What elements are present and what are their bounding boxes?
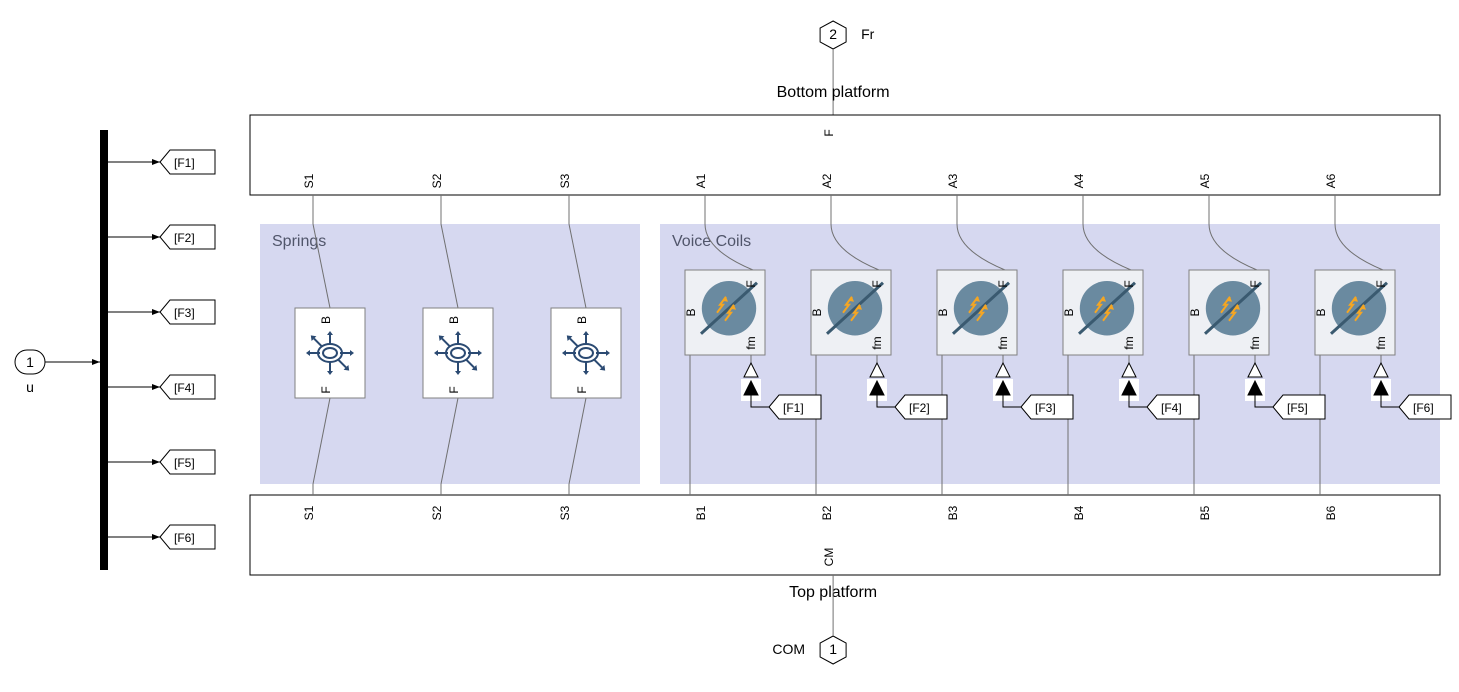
svg-text:S1: S1 [302, 505, 316, 520]
goto-tag-label: [F2] [174, 231, 195, 245]
svg-text:F: F [1374, 280, 1388, 287]
goto-tag-label: [F1] [174, 156, 195, 170]
top-platform-block [250, 495, 1440, 575]
outport-com: 1 COM [772, 636, 846, 664]
spring-block: BF [295, 308, 365, 398]
svg-text:S3: S3 [558, 505, 572, 520]
goto-tag: [F1] [160, 150, 215, 174]
svg-text:A5: A5 [1198, 173, 1212, 188]
spring-block: BF [423, 308, 493, 398]
svg-text:A6: A6 [1324, 173, 1338, 188]
svg-text:B1: B1 [694, 505, 708, 520]
svg-text:A3: A3 [946, 173, 960, 188]
svg-text:S2: S2 [430, 173, 444, 188]
svg-text:B4: B4 [1072, 505, 1086, 520]
svg-text:F: F [822, 129, 836, 136]
svg-text:B: B [936, 308, 950, 316]
svg-text:COM: COM [772, 641, 805, 657]
from-tag-label: [F2] [909, 401, 930, 415]
svg-text:S1: S1 [302, 173, 316, 188]
goto-tag-label: [F6] [174, 531, 195, 545]
goto-tag: [F2] [160, 225, 215, 249]
spring-block: BF [551, 308, 621, 398]
svg-text:A2: A2 [820, 173, 834, 188]
svg-text:B6: B6 [1324, 505, 1338, 520]
svg-text:fm: fm [1374, 336, 1388, 349]
svg-text:B: B [684, 308, 698, 316]
from-tag-label: [F1] [783, 401, 804, 415]
svg-text:fm: fm [1122, 336, 1136, 349]
goto-tag: [F6] [160, 525, 215, 549]
inport-u: 1u [15, 350, 45, 395]
from-tag-label: [F5] [1287, 401, 1308, 415]
svg-text:F: F [575, 386, 589, 393]
svg-text:A1: A1 [694, 173, 708, 188]
svg-text:B: B [1314, 308, 1328, 316]
svg-text:1: 1 [829, 641, 837, 657]
svg-text:B5: B5 [1198, 505, 1212, 520]
svg-text:F: F [996, 280, 1010, 287]
svg-text:F: F [1248, 280, 1262, 287]
svg-text:S3: S3 [558, 173, 572, 188]
outport-fr: 2 Fr [820, 21, 875, 49]
from-tag-label: [F3] [1035, 401, 1056, 415]
bottom-platform-title: Bottom platform [777, 84, 890, 101]
goto-tag-label: [F4] [174, 381, 195, 395]
svg-text:2: 2 [829, 26, 837, 42]
svg-text:CM: CM [822, 548, 836, 567]
bottom-platform-block [250, 115, 1440, 195]
svg-text:Fr: Fr [861, 26, 875, 42]
goto-tag: [F3] [160, 300, 215, 324]
goto-tag-label: [F3] [174, 306, 195, 320]
svg-text:1: 1 [26, 354, 34, 370]
svg-text:F: F [447, 386, 461, 393]
from-tag-label: [F4] [1161, 401, 1182, 415]
svg-text:B: B [1062, 308, 1076, 316]
svg-text:F: F [870, 280, 884, 287]
from-tag-label: [F6] [1413, 401, 1434, 415]
svg-text:F: F [1122, 280, 1136, 287]
svg-text:B: B [319, 316, 333, 324]
svg-text:S2: S2 [430, 505, 444, 520]
goto-tag: [F5] [160, 450, 215, 474]
svg-text:u: u [26, 379, 34, 395]
demux-bar [100, 130, 108, 570]
goto-tag: [F4] [160, 375, 215, 399]
svg-text:B: B [1188, 308, 1202, 316]
svg-text:F: F [744, 280, 758, 287]
svg-text:fm: fm [1248, 336, 1262, 349]
svg-text:Voice Coils: Voice Coils [672, 233, 751, 250]
svg-text:B3: B3 [946, 505, 960, 520]
svg-text:B: B [575, 316, 589, 324]
svg-text:A4: A4 [1072, 173, 1086, 188]
svg-text:fm: fm [996, 336, 1010, 349]
svg-text:B2: B2 [820, 505, 834, 520]
svg-text:fm: fm [870, 336, 884, 349]
goto-tag-label: [F5] [174, 456, 195, 470]
svg-text:fm: fm [744, 336, 758, 349]
svg-text:B: B [447, 316, 461, 324]
svg-text:B: B [810, 308, 824, 316]
svg-text:F: F [319, 386, 333, 393]
